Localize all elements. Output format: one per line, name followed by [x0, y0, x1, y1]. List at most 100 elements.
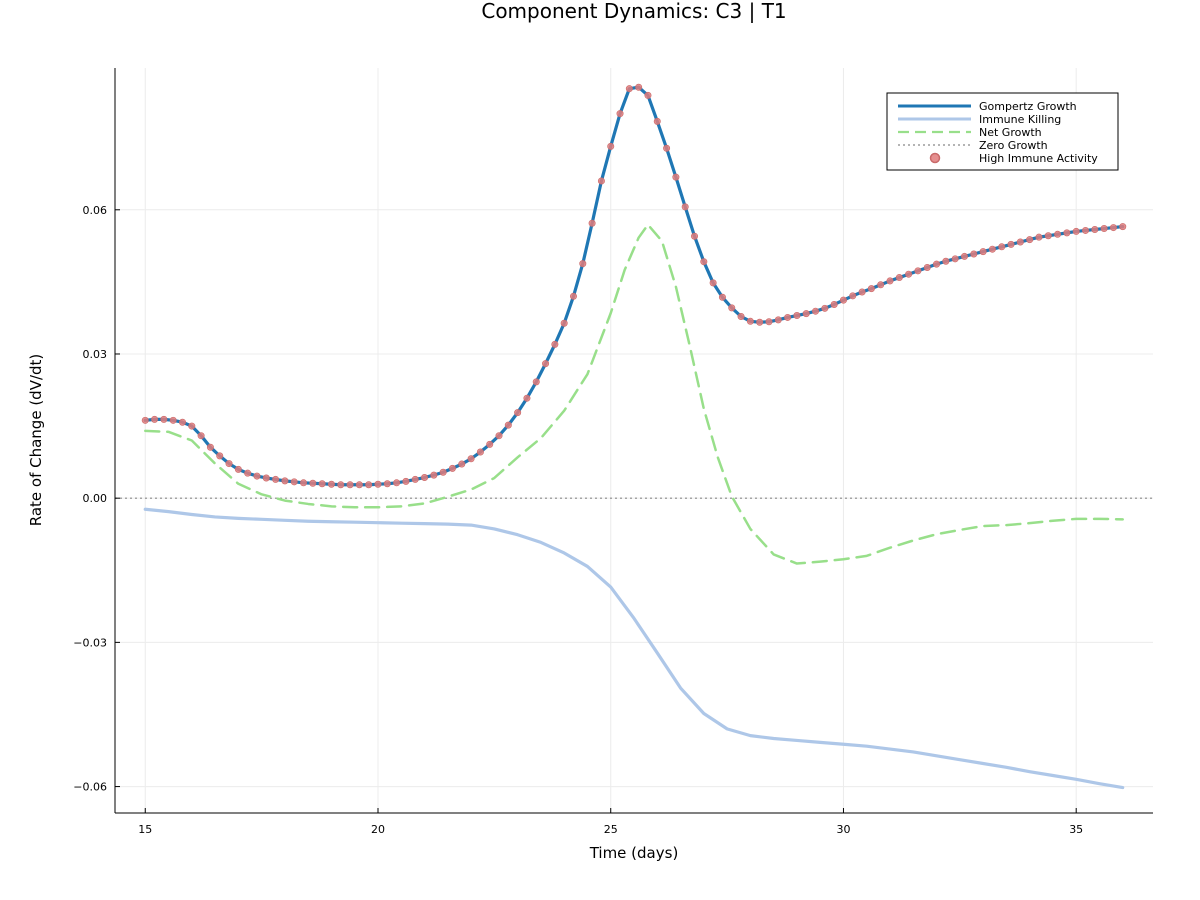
high-immune-marker — [691, 232, 699, 240]
high-immune-marker — [960, 252, 968, 260]
high-immune-marker — [607, 142, 615, 150]
high-immune-marker — [849, 292, 857, 300]
high-immune-marker — [1091, 225, 1099, 233]
high-immune-marker — [988, 245, 996, 253]
high-immune-marker — [1026, 236, 1034, 244]
legend-label: Zero Growth — [979, 139, 1048, 152]
high-immune-marker — [560, 319, 568, 327]
high-immune-marker — [802, 310, 810, 318]
grid — [115, 68, 1153, 813]
high-immune-marker — [178, 418, 186, 426]
high-immune-marker — [625, 85, 633, 93]
high-immune-marker — [402, 477, 410, 485]
y-tick-label: 0.03 — [83, 348, 108, 361]
high-immune-marker — [635, 83, 643, 91]
high-immune-marker — [234, 465, 242, 473]
high-immune-marker — [486, 440, 494, 448]
high-immune-marker — [588, 219, 596, 227]
high-immune-marker — [523, 394, 531, 402]
high-immune-marker — [644, 91, 652, 99]
x-tick-label: 20 — [371, 823, 385, 836]
high-immune-marker — [411, 475, 419, 483]
x-tick-label: 15 — [138, 823, 152, 836]
axes — [114, 68, 1153, 814]
high-immune-marker — [1100, 225, 1108, 233]
high-immune-marker — [439, 468, 447, 476]
high-immune-marker — [216, 452, 224, 460]
high-immune-marker — [914, 267, 922, 275]
y-tick-label: −0.06 — [73, 781, 107, 794]
marker-layer — [141, 83, 1127, 489]
high-immune-marker — [495, 432, 503, 440]
high-immune-marker — [327, 480, 335, 488]
high-immune-marker — [951, 255, 959, 263]
high-immune-marker — [1119, 223, 1127, 231]
high-immune-marker — [569, 292, 577, 300]
high-immune-marker — [756, 318, 764, 326]
x-axis-label: Time (days) — [589, 844, 679, 862]
high-immune-marker — [979, 248, 987, 256]
high-immune-marker — [272, 475, 280, 483]
high-immune-marker — [141, 416, 149, 424]
high-immune-marker — [430, 471, 438, 479]
high-immune-marker — [672, 173, 680, 181]
high-immune-marker — [383, 480, 391, 488]
high-immune-marker — [579, 260, 587, 268]
high-immune-marker — [1072, 227, 1080, 235]
high-immune-marker — [998, 243, 1006, 251]
high-immune-marker — [300, 479, 308, 487]
high-immune-marker — [532, 378, 540, 386]
high-immune-marker — [700, 258, 708, 266]
high-immune-marker — [821, 304, 829, 312]
high-immune-marker — [458, 460, 466, 468]
high-immune-marker — [746, 317, 754, 325]
high-immune-marker — [253, 472, 261, 480]
high-immune-marker — [169, 416, 177, 424]
high-immune-marker — [709, 279, 717, 287]
high-immune-marker — [421, 474, 429, 482]
high-immune-marker — [504, 421, 512, 429]
high-immune-marker — [970, 250, 978, 258]
high-immune-marker — [1007, 240, 1015, 248]
high-immune-marker — [663, 144, 671, 152]
high-immune-marker — [653, 117, 661, 125]
high-immune-marker — [151, 415, 159, 423]
gompertz-growth-line — [143, 85, 1125, 487]
high-immune-marker — [784, 313, 792, 321]
high-immune-marker — [160, 415, 168, 423]
high-immune-marker — [765, 318, 773, 326]
legend-label: Immune Killing — [979, 113, 1061, 126]
high-immune-marker — [346, 481, 354, 489]
high-immune-marker — [197, 432, 205, 440]
high-immune-marker — [877, 281, 885, 289]
legend-label: Gompertz Growth — [979, 100, 1077, 113]
high-immune-marker — [244, 469, 252, 477]
net-growth-line — [144, 223, 1124, 565]
high-immune-marker — [355, 481, 363, 489]
high-immune-marker — [1044, 232, 1052, 240]
high-immune-marker — [681, 203, 689, 211]
high-immune-marker — [905, 270, 913, 278]
high-immune-marker — [476, 448, 484, 456]
high-immune-marker — [374, 480, 382, 488]
high-immune-marker — [542, 360, 550, 368]
high-immune-marker — [393, 479, 401, 487]
high-immune-marker — [318, 480, 326, 488]
high-immune-marker — [728, 304, 736, 312]
high-immune-marker — [839, 296, 847, 304]
high-immune-marker — [774, 316, 782, 324]
high-immune-marker — [290, 478, 298, 486]
high-immune-marker — [1063, 229, 1071, 237]
high-immune-marker — [262, 474, 270, 482]
high-immune-marker — [830, 300, 838, 308]
high-immune-marker — [1109, 224, 1117, 232]
high-immune-marker — [1054, 230, 1062, 238]
y-tick-label: 0.06 — [83, 204, 108, 217]
high-immune-marker — [1016, 238, 1024, 246]
high-immune-marker — [895, 274, 903, 282]
high-immune-marker — [309, 479, 317, 487]
high-immune-marker — [188, 422, 196, 430]
high-immune-marker — [718, 293, 726, 301]
